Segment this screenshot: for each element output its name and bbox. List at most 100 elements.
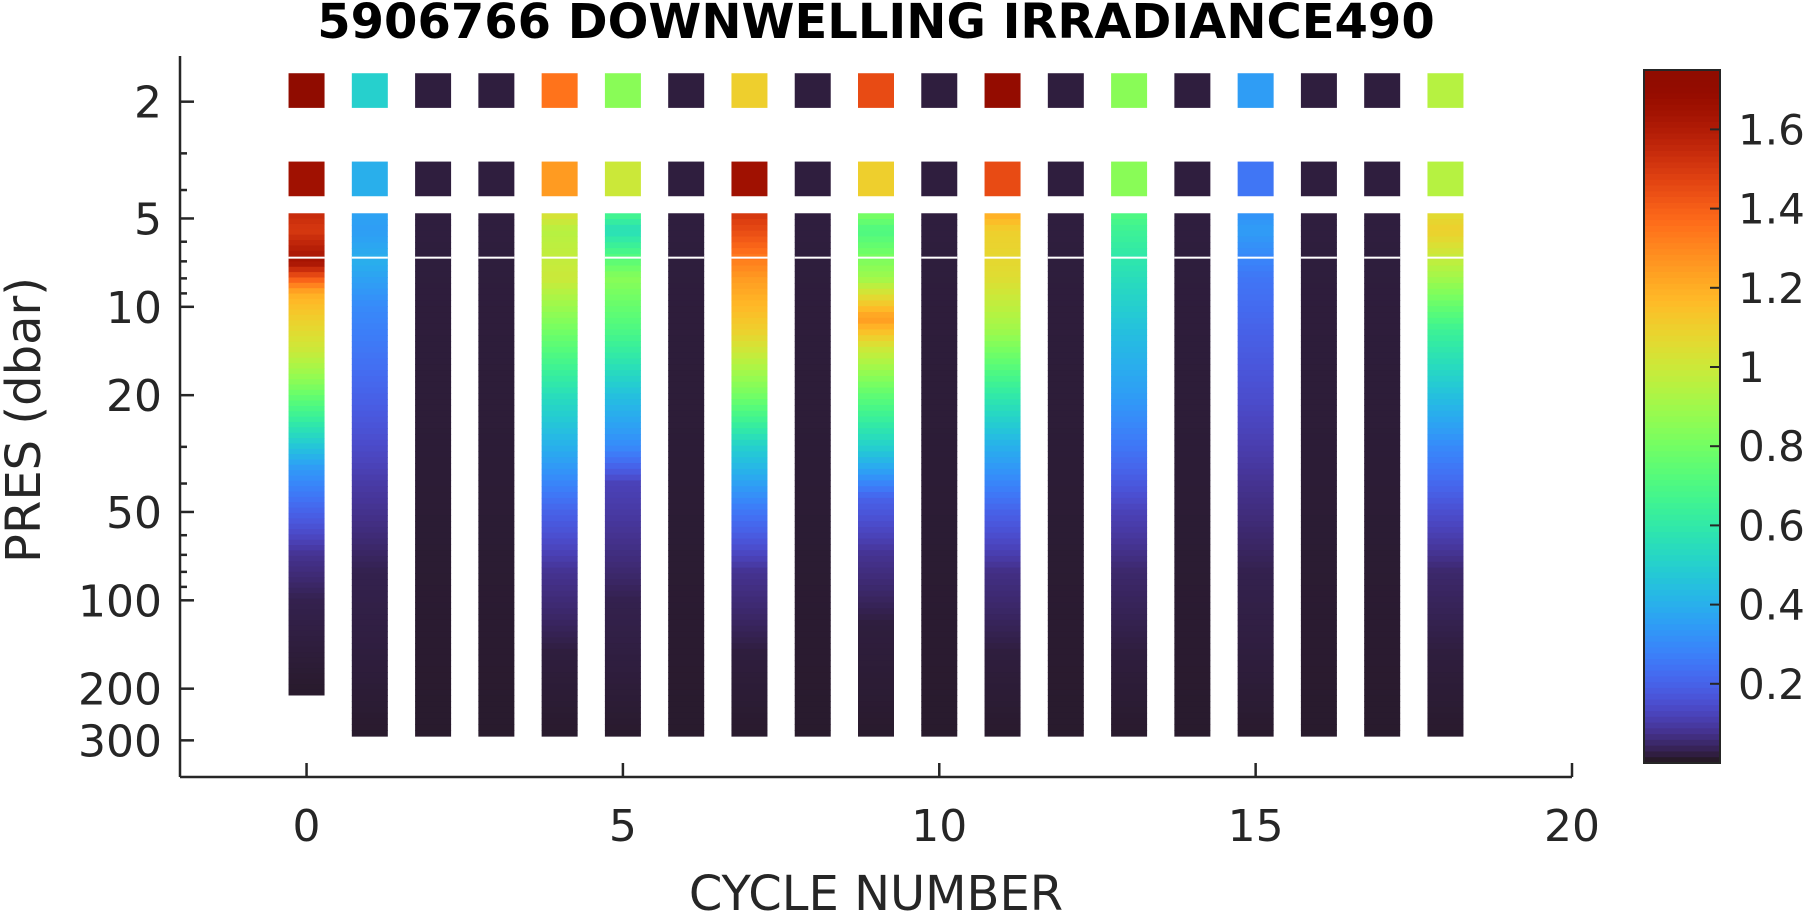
profile-cell (984, 294, 1021, 301)
profile-cell (288, 325, 325, 332)
profile-cell (921, 608, 958, 615)
profile-cell (351, 271, 388, 278)
profile-cell (288, 357, 325, 364)
profile-cell (1174, 294, 1211, 301)
profile-cell (1111, 259, 1148, 267)
profile-cell (541, 416, 578, 423)
colorbar-segment (1644, 468, 1720, 475)
profile-cell (1427, 306, 1464, 313)
profile-cell (1111, 410, 1148, 418)
profile-cell (1047, 625, 1084, 633)
profile-cell (1427, 492, 1464, 499)
profile-cell (1111, 515, 1148, 522)
profile-cell (921, 515, 958, 522)
profile-cell (1111, 614, 1148, 621)
profile-cell (1300, 695, 1337, 702)
profile-column-3 (478, 73, 515, 737)
profile-cell (1300, 277, 1337, 284)
profile-cell (1111, 579, 1148, 586)
profile-cell (1237, 358, 1274, 365)
profile-cell (731, 468, 768, 476)
profile-cell (984, 399, 1021, 406)
profile-cell (1364, 590, 1401, 598)
profile-cell (1427, 73, 1464, 108)
profile-cell (351, 399, 388, 406)
profile-cell (668, 248, 705, 255)
profile-cell (1111, 596, 1148, 604)
profile-cell (731, 486, 768, 493)
colorbar-segment (1644, 312, 1720, 319)
profile-cell (1111, 486, 1148, 493)
profile-cell (1174, 451, 1211, 458)
profile-cell (288, 486, 325, 493)
profile-cell (1111, 294, 1148, 301)
profile-cell (794, 480, 831, 487)
profile-cell (351, 236, 388, 243)
profile-cell (351, 683, 388, 691)
profile-cell (731, 666, 768, 673)
colorbar-segment (1644, 491, 1720, 498)
colorbar-tick-label: 1 (1738, 343, 1765, 392)
profile-column-9 (858, 73, 894, 737)
profile-cell (794, 677, 831, 685)
profile-cell (794, 701, 831, 708)
profile-cell (1300, 346, 1337, 354)
profile-cell (1174, 219, 1211, 226)
profile-cell (288, 432, 325, 439)
profile-cell (1300, 358, 1337, 365)
profile-cell (984, 312, 1021, 319)
profile-cell (288, 684, 325, 691)
profile-cell (1174, 683, 1211, 691)
profile-cell (1427, 654, 1464, 662)
colorbar-segment (1644, 358, 1720, 366)
profile-cell (1237, 242, 1274, 249)
profile-cell (858, 236, 894, 243)
profile-cell (1047, 236, 1084, 243)
profile-cell (478, 480, 515, 487)
profile-cell (731, 480, 768, 487)
profile-cell (1111, 521, 1148, 528)
profile-cell (921, 724, 958, 731)
profile-cell (351, 608, 388, 615)
profile-cell (351, 335, 388, 342)
profile-cell (1047, 550, 1084, 557)
profile-cell (351, 596, 388, 604)
colorbar-segment (1644, 560, 1720, 568)
profile-cell (1300, 497, 1337, 505)
profile-cell (478, 433, 515, 441)
profile-cell (921, 492, 958, 499)
profile-cell (668, 341, 705, 348)
profile-cell (1427, 416, 1464, 423)
profile-cell (1047, 277, 1084, 284)
profile-cell (604, 393, 641, 400)
profile-cell (478, 730, 515, 737)
colorbar-segment (1644, 283, 1720, 291)
profile-cell (288, 662, 325, 669)
profile-cell (1237, 677, 1274, 685)
profile-cell (1237, 352, 1274, 360)
profile-cell (921, 538, 958, 545)
profile-cell (1047, 288, 1084, 296)
profile-cell (541, 439, 578, 447)
profile-cell (1300, 503, 1337, 511)
profile-cell (1364, 422, 1401, 429)
profile-cell (1174, 300, 1211, 307)
profile-cell (1174, 643, 1211, 650)
profile-cell (604, 666, 641, 673)
profile-cell (731, 457, 768, 464)
profile-cell (668, 515, 705, 522)
profile-cell (1427, 341, 1464, 348)
profile-cell (921, 364, 958, 371)
profile-cell (1174, 358, 1211, 365)
profile-cell (541, 509, 578, 516)
profile-cell (1111, 602, 1148, 609)
profile-cell (1174, 637, 1211, 644)
profile-cell (415, 213, 452, 220)
profile-cell (604, 654, 641, 662)
profile-cell (1237, 503, 1274, 511)
profile-cell (1047, 329, 1084, 336)
profile-cell (1237, 381, 1274, 389)
colorbar-tick-label: 1.2 (1738, 264, 1805, 313)
profile-cell (288, 384, 325, 391)
profile-cell (984, 666, 1021, 673)
